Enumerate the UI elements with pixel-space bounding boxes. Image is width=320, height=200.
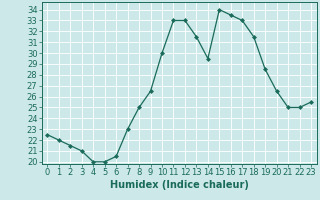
X-axis label: Humidex (Indice chaleur): Humidex (Indice chaleur) xyxy=(110,180,249,190)
